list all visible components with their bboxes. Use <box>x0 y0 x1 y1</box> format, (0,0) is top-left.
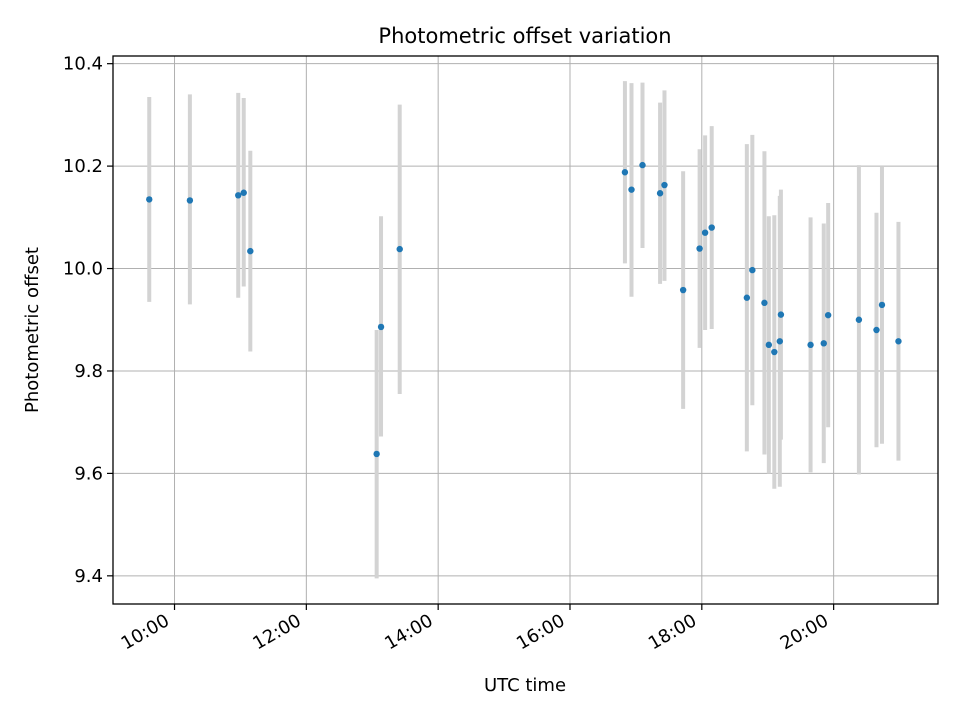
y-tick-label: 10.4 <box>63 54 103 75</box>
data-point <box>708 224 715 231</box>
data-points <box>146 161 902 458</box>
chart-title: Photometric offset variation <box>378 24 671 48</box>
data-point <box>878 301 886 309</box>
data-point <box>761 299 768 307</box>
data-point <box>639 161 646 169</box>
data-point <box>396 245 403 253</box>
y-tick-label: 10.0 <box>63 259 103 280</box>
data-point <box>776 338 784 345</box>
data-point <box>661 181 668 189</box>
data-point <box>765 341 773 349</box>
data-point <box>820 340 827 347</box>
data-point <box>895 338 902 345</box>
data-point <box>628 186 635 193</box>
data-point <box>777 311 785 318</box>
data-point <box>377 323 385 331</box>
data-point <box>656 190 664 197</box>
data-point <box>186 197 194 204</box>
data-point <box>743 294 751 301</box>
data-point <box>824 311 832 319</box>
data-point <box>771 348 778 356</box>
data-point <box>247 247 254 255</box>
y-tick-label: 9.8 <box>74 361 103 382</box>
y-tick-label: 9.6 <box>74 463 103 484</box>
y-axis-label: Photometric offset <box>22 247 43 413</box>
data-point <box>235 192 242 199</box>
data-point <box>240 189 247 196</box>
data-point <box>855 316 863 323</box>
data-point <box>749 266 756 274</box>
y-tick-label: 9.4 <box>74 566 103 587</box>
data-point <box>696 245 703 252</box>
data-point <box>621 169 629 176</box>
x-axis-label: UTC time <box>484 675 566 696</box>
data-point <box>373 450 380 458</box>
data-point <box>146 196 153 203</box>
y-tick-label: 10.2 <box>63 156 103 177</box>
data-point <box>807 341 814 349</box>
plot-frame <box>112 55 939 605</box>
data-point <box>873 326 880 334</box>
y-axis: 9.4 9.6 9.8 10.0 10.2 10.4 <box>63 54 113 587</box>
data-point <box>701 229 709 236</box>
data-point <box>679 286 687 294</box>
